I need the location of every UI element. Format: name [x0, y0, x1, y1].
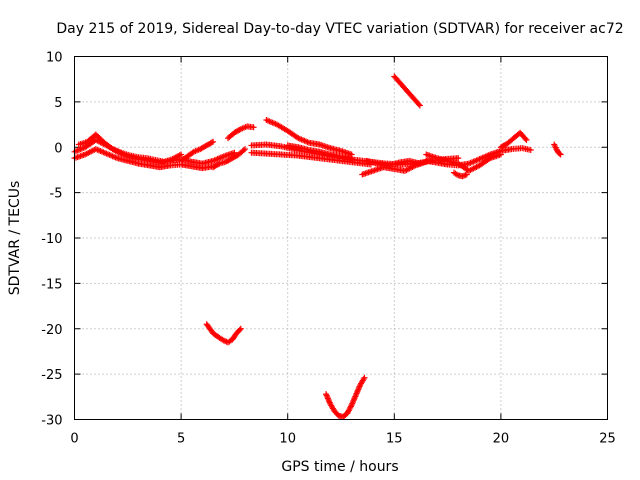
data-point	[347, 403, 354, 410]
data-point	[361, 374, 368, 381]
y-tick-label: 5	[54, 96, 62, 111]
y-axis-label: SDTVAR / TECUs	[7, 181, 23, 296]
data-point	[416, 160, 423, 167]
data-point	[497, 151, 504, 158]
data-segment	[225, 123, 257, 142]
y-tick-label: 0	[54, 141, 62, 156]
data-segment	[391, 73, 423, 109]
data-segment	[203, 321, 244, 346]
y-tick-label: 10	[46, 51, 63, 66]
axis-ticks	[74, 56, 608, 420]
data-point	[210, 138, 217, 145]
data-point	[527, 146, 534, 153]
x-tick-label: 10	[279, 432, 296, 447]
data-point	[460, 172, 467, 179]
data-point	[463, 171, 470, 178]
grid	[74, 56, 608, 420]
data-point	[215, 161, 222, 168]
data-point	[237, 325, 244, 332]
data-segment	[497, 129, 530, 151]
data-point	[240, 147, 247, 154]
data-segment	[551, 141, 564, 158]
data-point	[462, 172, 469, 179]
x-axis-label: GPS time / hours	[281, 459, 398, 475]
data-point	[556, 150, 563, 157]
y-tick-label: -25	[41, 368, 62, 383]
data-segment	[75, 131, 185, 165]
data-point	[250, 124, 257, 131]
data-point	[455, 155, 462, 162]
data-point	[242, 146, 249, 153]
x-tick-label: 15	[386, 432, 403, 447]
data-segment	[323, 374, 368, 420]
data-point	[348, 155, 355, 162]
x-tick-label: 5	[177, 432, 185, 447]
data-point	[178, 151, 185, 158]
x-tick-label: 20	[493, 432, 510, 447]
y-tick-label: -20	[41, 323, 62, 338]
plot-frame	[74, 56, 608, 420]
x-tick-label: 25	[599, 432, 616, 447]
data-point	[523, 136, 530, 143]
data-point	[557, 151, 564, 158]
data-point	[416, 102, 423, 109]
y-tick-label: -15	[41, 277, 62, 292]
tick-labels: 0 5 10 15 20 25 -30 -25 -20 -15 -10 -5 0 5 10	[41, 51, 616, 447]
x-tick-label: 0	[70, 432, 78, 447]
data-segment	[210, 146, 249, 171]
data-segment	[284, 142, 355, 162]
y-tick-label: -30	[41, 414, 62, 429]
data-segment	[450, 169, 470, 180]
data-segment	[423, 151, 504, 174]
data-segment	[263, 117, 355, 158]
data-segment	[363, 157, 423, 169]
data-segment	[178, 138, 217, 164]
data-point	[208, 139, 215, 146]
data-point	[522, 135, 529, 142]
y-tick-label: -10	[41, 232, 62, 247]
y-tick-label: -5	[50, 187, 63, 202]
data-points	[71, 73, 564, 420]
data-point	[415, 101, 422, 108]
chart-title: Day 215 of 2019, Sidereal Day-to-day VTE…	[56, 21, 623, 37]
data-segment	[248, 149, 374, 168]
data-point	[236, 326, 243, 333]
